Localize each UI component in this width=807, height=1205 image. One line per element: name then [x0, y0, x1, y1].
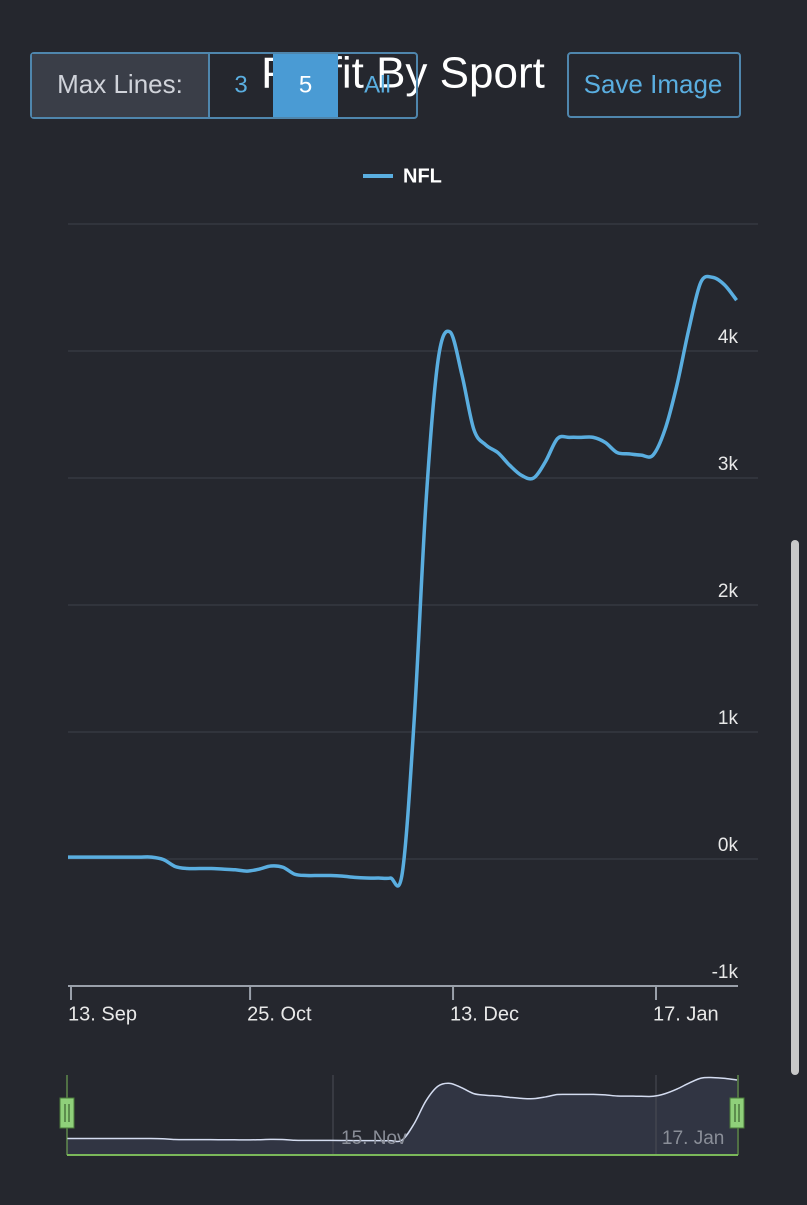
y-tick-label: -1k	[712, 962, 739, 983]
navigator-area	[67, 1077, 737, 1155]
option-selected[interactable]	[273, 54, 338, 117]
option-label[interactable]: 3	[234, 71, 247, 98]
y-tick-label: 4k	[718, 327, 739, 348]
navigator-line	[67, 1076, 738, 1143]
series-line	[68, 274, 738, 888]
navigator-handle[interactable]	[59, 1097, 75, 1129]
controls: Max Lines: Save Image 3 5 All	[30, 52, 741, 119]
save-button-label[interactable]: Save Image	[584, 69, 723, 99]
scrollbar[interactable]	[791, 540, 799, 1075]
legend-label: NFL	[403, 165, 442, 187]
navigator-label: 17. Jan	[662, 1128, 724, 1149]
max-lines-box	[32, 54, 209, 117]
option-label[interactable]: 5	[299, 71, 312, 98]
save-button[interactable]	[567, 52, 741, 118]
y-tick-label: 3k	[718, 454, 739, 475]
option-label[interactable]: All	[364, 71, 391, 98]
x-tick-label: 25. Oct	[247, 1003, 312, 1025]
x-tick-label: 17. Jan	[653, 1003, 719, 1025]
max-lines-label: Max Lines:	[57, 69, 183, 99]
x-tick-label: 13. Dec	[450, 1003, 519, 1025]
navigator-label: 15. Nov	[341, 1128, 407, 1149]
control-group	[30, 52, 418, 119]
x-tick-label: 13. Sep	[68, 1003, 137, 1025]
y-tick-label: 1k	[718, 708, 739, 729]
navigator-handle[interactable]	[729, 1097, 745, 1129]
y-tick-label: 2k	[718, 581, 739, 602]
y-tick-label: 0k	[718, 835, 739, 856]
